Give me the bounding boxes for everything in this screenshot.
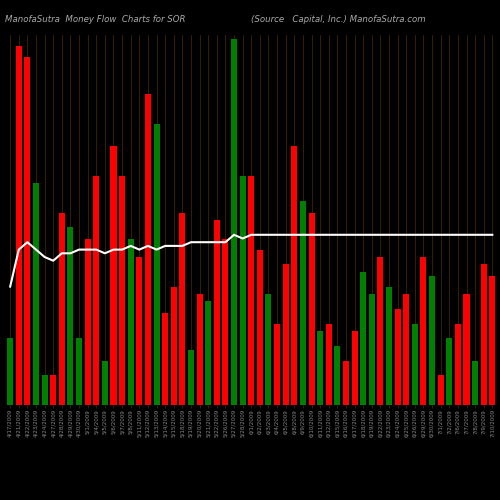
Bar — [248, 176, 254, 405]
Bar — [128, 238, 134, 405]
Bar — [214, 220, 220, 405]
Bar — [292, 146, 298, 405]
Bar — [180, 212, 186, 405]
Bar — [394, 309, 400, 405]
Bar — [369, 294, 375, 405]
Bar — [196, 294, 202, 405]
Bar — [16, 46, 22, 405]
Bar — [455, 324, 461, 405]
Bar — [282, 264, 288, 405]
Bar — [222, 238, 228, 405]
Bar — [145, 94, 151, 405]
Bar — [59, 212, 65, 405]
Bar — [378, 257, 384, 405]
Bar — [119, 176, 125, 405]
Bar — [386, 286, 392, 405]
Bar — [162, 312, 168, 405]
Bar — [429, 276, 435, 405]
Bar — [136, 257, 142, 405]
Bar — [110, 146, 116, 405]
Bar — [360, 272, 366, 405]
Bar — [300, 202, 306, 405]
Bar — [24, 57, 30, 405]
Bar — [205, 302, 211, 405]
Bar — [274, 324, 280, 405]
Bar — [308, 212, 314, 405]
Text: ManofaSutra  Money Flow  Charts for SOR: ManofaSutra Money Flow Charts for SOR — [5, 15, 186, 24]
Bar — [94, 176, 100, 405]
Bar — [472, 360, 478, 405]
Bar — [84, 238, 90, 405]
Bar — [50, 376, 56, 405]
Bar — [76, 338, 82, 405]
Bar — [490, 276, 496, 405]
Bar — [68, 228, 73, 405]
Bar — [7, 338, 13, 405]
Bar — [480, 264, 486, 405]
Bar — [257, 250, 263, 405]
Bar — [33, 183, 39, 405]
Text: (Source   Capital, Inc.) ManofaSutra.com: (Source Capital, Inc.) ManofaSutra.com — [252, 15, 426, 24]
Bar — [352, 331, 358, 405]
Bar — [403, 294, 409, 405]
Bar — [446, 338, 452, 405]
Bar — [420, 257, 426, 405]
Bar — [412, 324, 418, 405]
Bar — [343, 360, 349, 405]
Bar — [438, 376, 444, 405]
Bar — [240, 176, 246, 405]
Bar — [154, 124, 160, 405]
Bar — [42, 376, 48, 405]
Bar — [102, 360, 108, 405]
Bar — [231, 38, 237, 405]
Bar — [464, 294, 469, 405]
Bar — [326, 324, 332, 405]
Bar — [334, 346, 340, 405]
Bar — [170, 286, 177, 405]
Bar — [188, 350, 194, 405]
Bar — [266, 294, 272, 405]
Bar — [317, 331, 323, 405]
